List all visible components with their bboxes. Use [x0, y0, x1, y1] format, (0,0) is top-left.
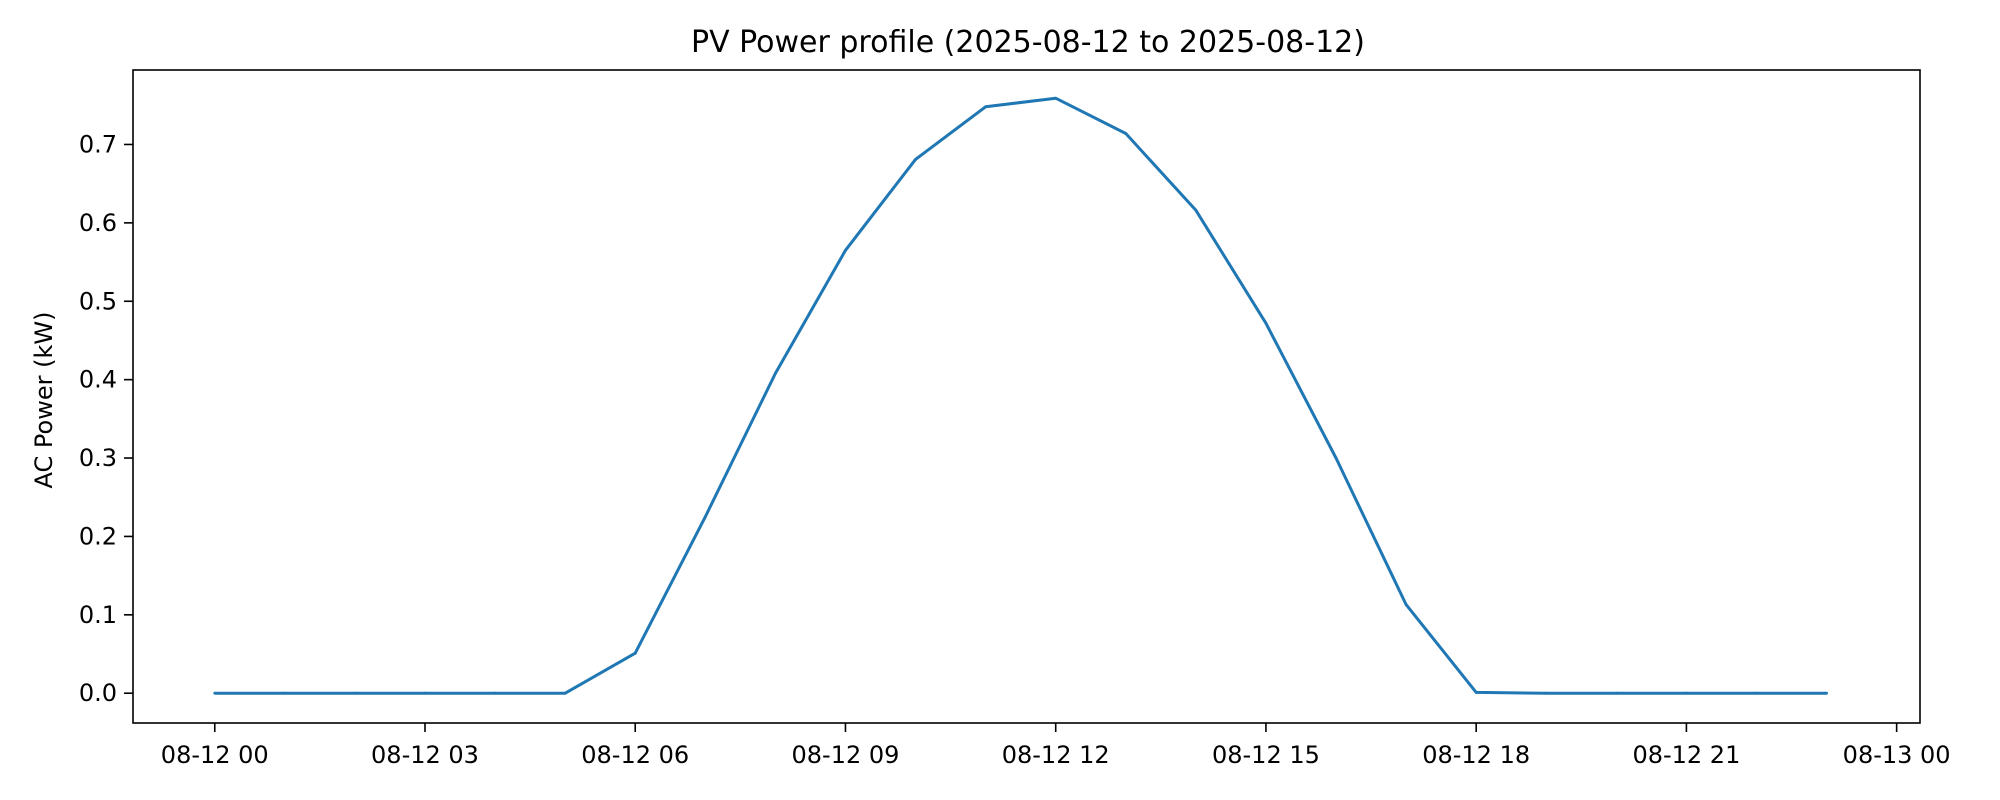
x-tick-label: 08-12 12: [1002, 741, 1110, 769]
x-tick-label: 08-13 00: [1843, 741, 1951, 769]
y-axis-label: AC Power (kW): [30, 312, 58, 489]
data-point: [914, 157, 917, 161]
x-tick-label: 08-12 18: [1422, 741, 1530, 769]
data-point: [1194, 208, 1198, 212]
data-point: [1544, 691, 1548, 695]
data-point: [283, 691, 287, 695]
data-point: [353, 691, 357, 695]
data-point: [703, 515, 707, 519]
x-tick-label: 08-12 09: [792, 741, 900, 769]
y-tick-label: 0.3: [79, 444, 117, 472]
y-tick-label: 0.1: [79, 601, 117, 629]
x-tick-label: 08-12 06: [581, 741, 689, 769]
data-point: [1825, 691, 1828, 695]
axis-ticks: 08-12 00 08-12 03 08-12 06 08-12 09 08-12 12…: [79, 130, 1951, 769]
data-point: [844, 248, 847, 252]
data-point: [1264, 321, 1268, 325]
data-point: [633, 651, 637, 655]
x-tick-label: 08-12 00: [161, 741, 269, 769]
plot-area: [213, 96, 1828, 695]
y-tick-label: 0.4: [79, 366, 117, 394]
data-point: [423, 691, 427, 695]
y-tick-label: 0.0: [79, 679, 117, 707]
data-point: [1124, 132, 1128, 135]
data-point: [1054, 96, 1058, 100]
data-point: [493, 691, 497, 695]
plot-frame: [132, 69, 1921, 724]
data-point: [213, 691, 217, 695]
y-tick-label: 0.6: [79, 209, 117, 237]
data-point: [1474, 691, 1478, 694]
y-tick-label: 0.7: [79, 130, 117, 158]
y-tick-label: 0.2: [79, 522, 117, 550]
y-tick-label: 0.5: [79, 287, 117, 315]
chart-title: PV Power profile (2025-08-12 to 2025-08-…: [691, 25, 1365, 60]
data-point: [1404, 603, 1408, 607]
data-point: [563, 691, 567, 695]
data-point: [1755, 691, 1758, 695]
data-point: [1614, 691, 1618, 695]
x-tick-label: 08-12 15: [1212, 741, 1320, 769]
series-line: [214, 96, 1827, 695]
data-point: [1685, 691, 1688, 695]
data-point: [984, 105, 988, 109]
data-point: [773, 371, 777, 375]
data-point: [1334, 456, 1338, 460]
x-tick-label: 08-12 21: [1632, 741, 1740, 769]
x-tick-label: 08-12 03: [371, 741, 479, 769]
